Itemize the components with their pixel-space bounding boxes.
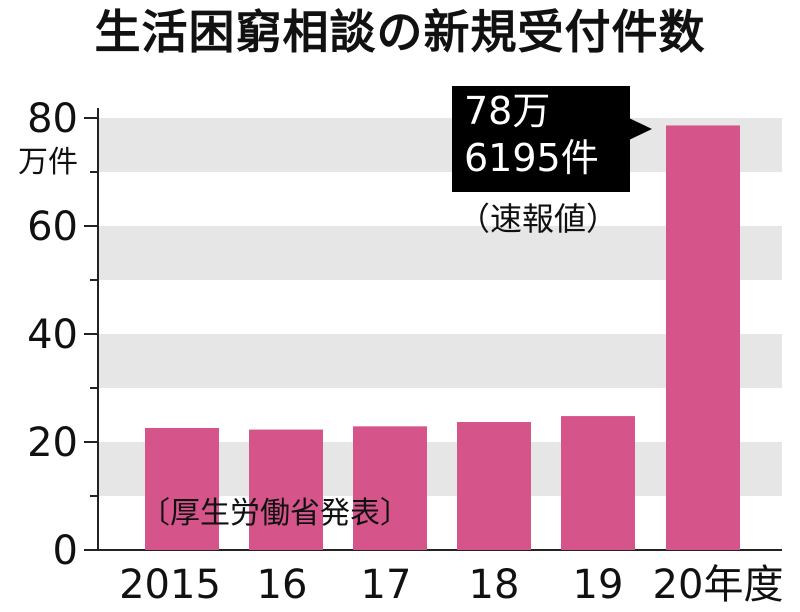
callout-pointer <box>629 118 652 140</box>
bar-2015 <box>145 427 219 550</box>
y-axis-unit-label: 万件 <box>18 145 78 180</box>
x-tick-label: 2015 <box>119 562 221 608</box>
bar-16 <box>249 429 323 550</box>
bar-19 <box>561 416 635 550</box>
value-callout: 78万 6195件 <box>452 86 630 192</box>
y-tick-labels: 0 20 40 60 80 <box>27 96 78 574</box>
y-tick-label: 60 <box>27 204 78 250</box>
x-tick-label: 18 <box>469 562 520 608</box>
x-tick-label: 20年度 <box>653 562 784 608</box>
bars <box>145 125 740 550</box>
y-tick-label: 40 <box>27 312 78 358</box>
callout-line-1: 78万 <box>464 89 551 133</box>
source-note: 〔厚生労働省発表〕 <box>140 496 410 531</box>
x-tick-label: 19 <box>573 562 624 608</box>
bar-17 <box>353 426 427 550</box>
x-tick-label: 16 <box>257 562 308 608</box>
callout-note: （速報値） <box>458 200 619 238</box>
y-tick-label: 20 <box>27 420 78 466</box>
chart-title: 生活困窮相談の新規受付件数 <box>94 5 706 59</box>
y-tick-label: 0 <box>53 528 78 574</box>
x-tick-label: 17 <box>361 562 412 608</box>
bar-20年度 <box>666 125 740 550</box>
x-tick-labels: 2015 16 17 18 19 20年度 <box>119 562 783 608</box>
callout-line-2: 6195件 <box>464 136 599 180</box>
bar-18 <box>457 422 531 550</box>
y-tick-label: 80 <box>27 96 78 142</box>
